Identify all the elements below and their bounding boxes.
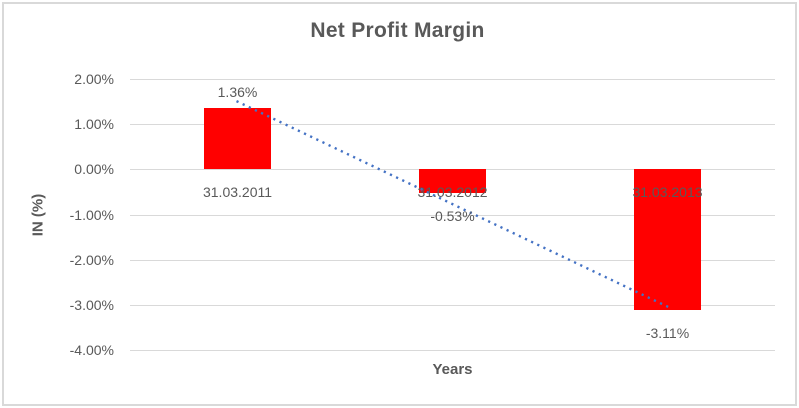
y-tick-label: -3.00% xyxy=(69,296,114,313)
data-label: 1.36% xyxy=(217,83,258,100)
trendline[interactable] xyxy=(130,79,775,350)
data-label: -3.11% xyxy=(645,324,690,341)
gridline xyxy=(130,259,775,261)
bar-31.03.2012[interactable] xyxy=(419,169,486,194)
gridline xyxy=(130,304,775,306)
gridline xyxy=(130,214,775,216)
y-tick-label: -4.00% xyxy=(69,342,114,358)
bar-31.03.2011[interactable] xyxy=(204,107,271,170)
bar-31.03.2013[interactable] xyxy=(634,169,701,310)
category-label: 31.03.2012 xyxy=(417,184,488,201)
y-tick-label: -2.00% xyxy=(69,251,114,268)
x-axis-title: Years xyxy=(432,361,473,378)
category-label: 31.03.2013 xyxy=(632,184,703,201)
category-label: 31.03.2011 xyxy=(202,184,273,201)
y-tick-label: 1.00% xyxy=(74,116,114,133)
y-tick-label: -1.00% xyxy=(69,206,114,223)
y-tick-label: 0.00% xyxy=(74,161,114,178)
y-tick-label: 2.00% xyxy=(74,71,114,87)
gridline xyxy=(130,350,775,351)
gridline xyxy=(130,124,775,126)
plot-area: 31.03.2011 31.03.2012 31.03.2013 1.36% -0.5… xyxy=(130,79,775,351)
data-label: -0.53% xyxy=(430,208,475,225)
chart-title: Net Profit Margin xyxy=(310,19,485,42)
gridline xyxy=(130,79,775,80)
